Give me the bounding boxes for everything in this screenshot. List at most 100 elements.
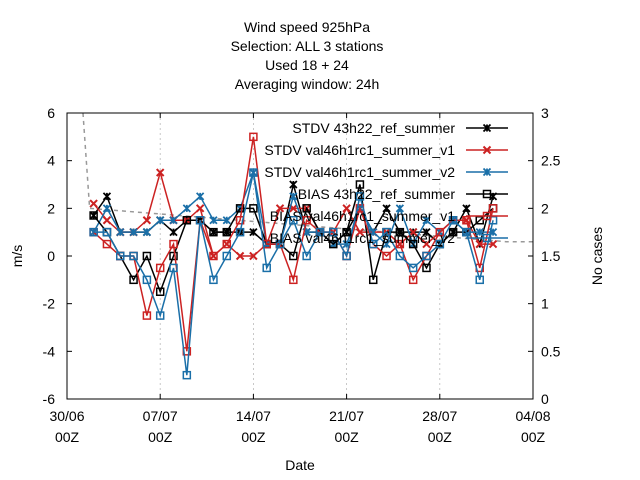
data-point <box>329 239 338 249</box>
data-point <box>262 263 271 273</box>
data-point <box>142 311 152 320</box>
title-line: Selection: ALL 3 stations <box>231 38 384 54</box>
y2-tick-label: 3 <box>541 105 549 121</box>
data-point <box>342 227 351 237</box>
data-point <box>302 251 311 261</box>
data-point <box>289 275 298 285</box>
y-tick-label: 2 <box>47 200 55 216</box>
data-point <box>448 227 458 237</box>
y2-tick-label: 0 <box>541 391 549 407</box>
cases-line <box>82 112 533 243</box>
data-point <box>129 251 138 261</box>
y-tick-label: 0 <box>47 248 55 264</box>
data-point <box>395 204 404 213</box>
data-point <box>169 251 178 261</box>
y-tick-label: -2 <box>43 296 56 312</box>
data-point <box>289 216 298 225</box>
x-tick-label: 00Z <box>521 429 546 445</box>
data-point <box>195 204 205 213</box>
legend-label: BIAS val46h1rc1_summer_v1 <box>270 208 455 224</box>
data-point <box>142 216 152 225</box>
title-line: Averaging window: 24h <box>235 76 380 92</box>
cases-series <box>82 112 533 243</box>
data-point <box>102 192 112 201</box>
data-point <box>355 192 365 201</box>
data-point <box>448 216 458 225</box>
data-point <box>289 251 298 261</box>
legend-label: BIAS val46h1rc1_summer_v2 <box>270 230 455 246</box>
data-point <box>382 227 391 237</box>
data-point <box>235 251 245 261</box>
legend-swatch-marker <box>482 123 492 133</box>
y-axis-label: m/s <box>9 245 25 268</box>
data-point <box>116 228 125 237</box>
x-tick-label: 00Z <box>428 429 453 445</box>
data-point <box>382 204 391 213</box>
y2-tick-label: 2.5 <box>541 153 561 169</box>
x-tick-label: 00Z <box>335 429 360 445</box>
y2-axis-label: No cases <box>589 227 605 285</box>
data-point <box>462 204 471 213</box>
data-point <box>169 216 178 225</box>
series <box>89 168 498 380</box>
data-point <box>408 263 418 273</box>
data-point <box>302 204 311 213</box>
data-point <box>249 228 258 237</box>
data-point <box>222 227 232 237</box>
data-point <box>422 251 431 261</box>
data-point <box>249 132 258 142</box>
legend-swatch-marker <box>482 211 492 221</box>
series-lines <box>89 132 498 380</box>
data-point <box>102 227 112 237</box>
data-point <box>462 227 471 237</box>
data-point <box>102 239 112 249</box>
x-tick-label: 00Z <box>148 429 173 445</box>
data-point <box>408 275 418 285</box>
y2-axis-ticks: 0 0.5 1 1.5 2 2.5 3 <box>528 105 561 407</box>
legend-swatch-marker <box>482 145 492 155</box>
data-point <box>249 251 258 261</box>
data-point <box>182 204 191 213</box>
x-tick-label: 00Z <box>241 429 266 445</box>
data-point <box>155 311 165 320</box>
data-point <box>382 251 391 261</box>
data-point <box>169 228 178 237</box>
legend-label: STDV val46h1rc1_summer_v2 <box>264 164 455 180</box>
data-point <box>222 216 231 225</box>
data-point <box>368 275 378 285</box>
data-point <box>475 275 484 285</box>
data-point <box>235 204 245 213</box>
legend-label: STDV 43h22_ref_summer <box>292 120 455 136</box>
data-point <box>235 216 245 225</box>
data-point <box>342 251 351 261</box>
x-axis-label: Date <box>285 457 315 473</box>
y2-tick-label: 1 <box>541 296 549 312</box>
data-point <box>275 239 285 249</box>
data-point <box>302 216 311 225</box>
data-point <box>422 263 431 273</box>
y-tick-label: -6 <box>43 391 56 407</box>
data-point <box>249 168 258 177</box>
data-point <box>209 275 218 285</box>
data-point <box>102 204 112 213</box>
title-line: Wind speed 925hPa <box>244 19 370 35</box>
data-point <box>129 228 138 237</box>
data-point <box>488 204 498 213</box>
data-point <box>156 216 165 225</box>
x-tick-label: 07/07 <box>143 408 178 424</box>
data-point <box>209 251 218 261</box>
data-point <box>155 263 165 273</box>
data-point <box>116 251 125 261</box>
data-point <box>422 216 431 225</box>
y2-tick-label: 1.5 <box>541 248 561 264</box>
data-point <box>475 228 484 237</box>
data-point <box>422 228 431 237</box>
series-line <box>93 172 494 376</box>
data-point <box>435 227 445 237</box>
data-point <box>142 228 152 237</box>
data-point <box>155 287 165 296</box>
data-point <box>408 239 418 249</box>
y-tick-label: 4 <box>47 153 55 169</box>
data-point <box>89 199 98 208</box>
